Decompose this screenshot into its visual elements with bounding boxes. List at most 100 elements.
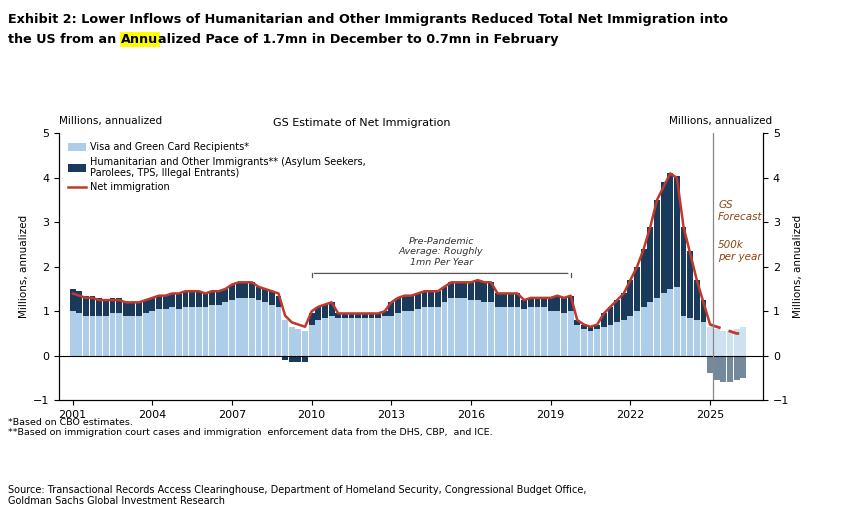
Bar <box>302 331 308 356</box>
Bar <box>295 329 301 356</box>
Text: GS Estimate of Net Immigration: GS Estimate of Net Immigration <box>273 118 451 128</box>
Bar <box>674 287 680 356</box>
Bar <box>229 300 235 356</box>
Text: Pre-Pandemic
Average: Roughly
1mn Per Year: Pre-Pandemic Average: Roughly 1mn Per Ye… <box>399 237 483 267</box>
Bar <box>269 291 275 305</box>
Bar <box>130 302 136 315</box>
Bar <box>455 298 460 356</box>
Bar <box>255 300 261 356</box>
Bar <box>700 300 706 322</box>
Bar <box>90 295 96 315</box>
Bar <box>335 318 341 356</box>
Bar <box>641 249 647 307</box>
Bar <box>103 300 109 315</box>
Bar <box>329 302 334 315</box>
Bar <box>588 327 594 331</box>
Bar <box>76 291 82 313</box>
Bar <box>442 302 448 356</box>
Bar <box>116 298 122 313</box>
Bar <box>601 327 607 356</box>
Bar <box>236 298 242 356</box>
Bar <box>176 293 181 309</box>
Bar <box>369 313 374 318</box>
Bar <box>109 313 115 356</box>
Bar <box>475 300 481 356</box>
Bar <box>196 307 202 356</box>
Bar <box>567 295 573 311</box>
Bar <box>501 307 507 356</box>
Bar <box>740 356 746 378</box>
Text: alized Pace of 1.7mn in December to 0.7mn in February: alized Pace of 1.7mn in December to 0.7m… <box>159 33 559 46</box>
Bar <box>130 315 136 356</box>
Text: *Based on CBO estimates.: *Based on CBO estimates. <box>8 418 133 427</box>
Bar <box>236 282 242 298</box>
Text: Annu: Annu <box>121 33 159 46</box>
Bar <box>594 325 600 329</box>
Bar <box>522 300 527 309</box>
Bar <box>282 320 288 356</box>
Bar <box>428 307 434 356</box>
Bar <box>116 313 122 356</box>
Bar <box>667 289 673 356</box>
Bar <box>548 298 554 311</box>
Bar <box>541 298 547 307</box>
Bar <box>229 285 235 300</box>
Bar <box>315 307 321 320</box>
Bar <box>222 302 228 356</box>
Bar <box>409 295 414 311</box>
Bar <box>461 298 467 356</box>
Bar <box>727 356 733 382</box>
Bar <box>734 356 739 380</box>
Bar <box>647 302 653 356</box>
Bar <box>527 307 533 356</box>
Bar <box>322 305 328 318</box>
Bar <box>137 302 142 315</box>
Bar <box>276 295 282 307</box>
Bar <box>182 307 188 356</box>
Bar <box>494 293 500 307</box>
Bar <box>727 331 733 356</box>
Bar <box>90 315 96 356</box>
Bar <box>163 295 169 309</box>
Bar <box>628 280 633 315</box>
Bar <box>435 291 441 307</box>
Bar <box>395 313 401 356</box>
Bar <box>534 298 540 307</box>
Bar <box>109 298 115 313</box>
Bar <box>721 356 726 382</box>
Bar <box>449 282 454 298</box>
Text: Millions, annualized: Millions, annualized <box>668 116 772 126</box>
Bar <box>388 302 394 315</box>
Bar <box>342 313 348 318</box>
Bar <box>170 307 176 356</box>
Bar <box>647 227 653 302</box>
Bar <box>249 282 255 298</box>
Bar <box>515 307 521 356</box>
Bar <box>369 318 374 356</box>
Bar <box>262 302 268 356</box>
Bar <box>83 315 89 356</box>
Bar <box>488 282 494 302</box>
Text: GS
Forecast: GS Forecast <box>718 200 762 222</box>
Y-axis label: Millions, annualized: Millions, annualized <box>794 215 803 319</box>
Bar <box>149 298 155 311</box>
Bar <box>402 295 408 311</box>
Bar <box>362 318 368 356</box>
Bar <box>654 200 660 298</box>
Bar <box>488 302 494 356</box>
Bar <box>522 309 527 356</box>
Bar <box>574 320 580 325</box>
Bar <box>628 315 633 356</box>
Bar <box>654 298 660 356</box>
Bar <box>349 313 354 318</box>
Bar <box>402 311 408 356</box>
Text: Millions, annualized: Millions, annualized <box>59 116 163 126</box>
Bar <box>508 307 514 356</box>
Bar <box>209 305 215 356</box>
Bar <box>123 302 129 315</box>
Bar <box>269 305 275 356</box>
Bar <box>534 307 540 356</box>
Bar <box>734 329 739 356</box>
Bar <box>707 327 713 356</box>
Text: Exhibit 2: Lower Inflows of Humanitarian and Other Immigrants Reduced Total Net : Exhibit 2: Lower Inflows of Humanitarian… <box>8 13 728 26</box>
